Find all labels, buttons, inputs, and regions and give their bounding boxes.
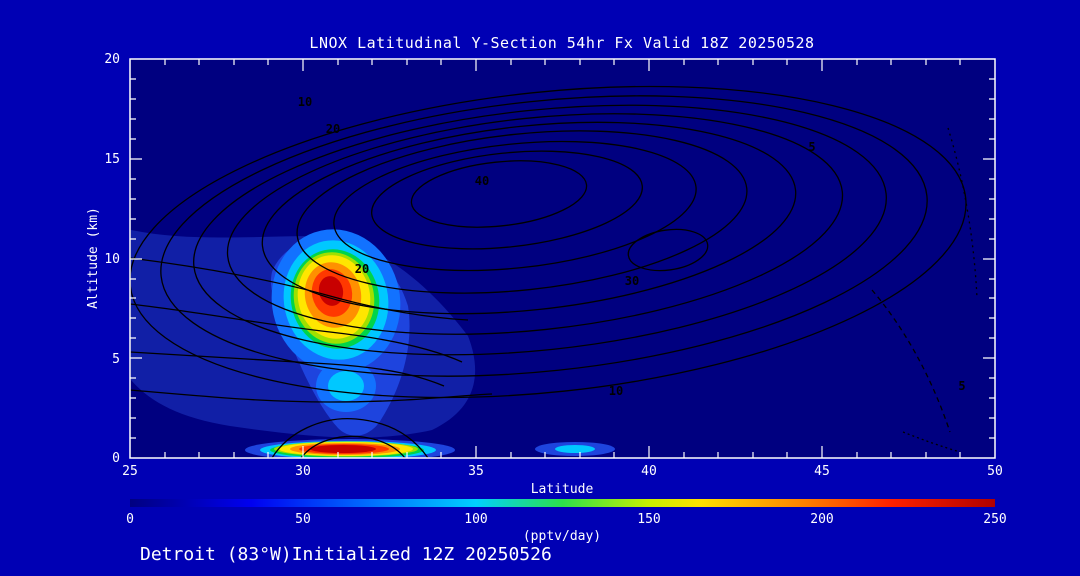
contour-label: 10 — [609, 384, 623, 398]
colorbar-tick-label: 200 — [810, 512, 833, 527]
x-tick-label: 40 — [641, 464, 657, 479]
y-tick-label: 5 — [112, 352, 120, 367]
y-tick-label: 10 — [104, 252, 120, 267]
colorbar-tick-label: 150 — [637, 512, 660, 527]
x-tick-labels: 25 30 35 40 45 50 — [122, 464, 1003, 479]
y-tick-label: 20 — [104, 52, 120, 67]
y-tick-label: 15 — [104, 152, 120, 167]
x-axis-label: Latitude — [531, 482, 594, 497]
y-minor-ticks — [130, 78, 995, 439]
y-tick-labels: 0 5 10 15 20 — [104, 52, 120, 466]
contour-label: 30 — [625, 274, 639, 288]
x-tick-label: 50 — [987, 464, 1003, 479]
x-tick-label: 45 — [814, 464, 830, 479]
colorbar-label: (pptv/day) — [523, 529, 601, 544]
colorbar-tick-label: 50 — [295, 512, 311, 527]
contour-label: 40 — [475, 174, 489, 188]
annotation-text: Detroit (83°W)Initialized 12Z 20250526 — [140, 544, 552, 565]
colorbar-gradient — [130, 499, 995, 507]
contour-label: 20 — [355, 262, 369, 276]
x-minor-ticks — [164, 59, 961, 458]
colorbar-tick-label: 0 — [126, 512, 134, 527]
x-tick-label: 25 — [122, 464, 138, 479]
colorbar: 0 50 100 150 200 250 (pptv/day) — [126, 499, 1007, 544]
y-major-ticks — [130, 158, 995, 359]
colorbar-tick-label: 250 — [983, 512, 1006, 527]
chart-title: LNOX Latitudinal Y-Section 54hr Fx Valid… — [309, 34, 814, 52]
contour-label: 20 — [326, 122, 340, 136]
colorbar-tick-label: 100 — [464, 512, 487, 527]
contour-label: 5 — [808, 140, 815, 154]
contour-label: 10 — [298, 95, 312, 109]
contour-label: 5 — [958, 379, 965, 393]
contour-labels: 10 20 40 5 20 30 10 5 — [298, 95, 966, 398]
y-axis-label: Altitude (km) — [86, 207, 101, 309]
x-tick-label: 35 — [468, 464, 484, 479]
tick-marks — [130, 59, 995, 458]
x-major-ticks — [302, 59, 823, 458]
x-tick-label: 30 — [295, 464, 311, 479]
y-tick-label: 0 — [112, 451, 120, 466]
